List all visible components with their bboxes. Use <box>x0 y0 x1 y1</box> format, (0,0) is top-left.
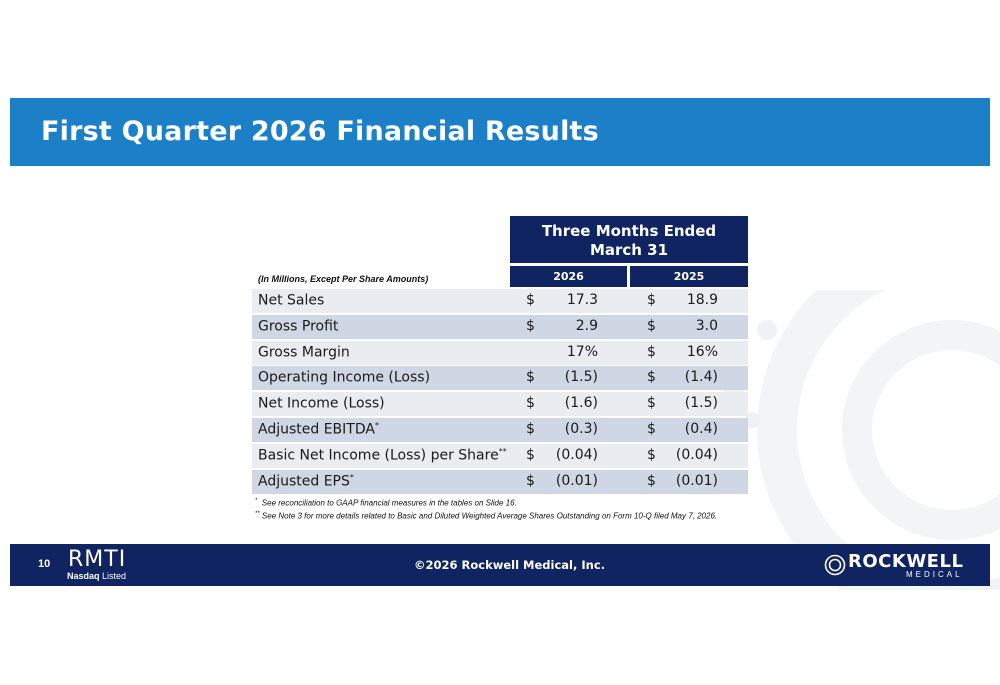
row-label-text: Gross Profit <box>258 318 339 335</box>
currency-2025: $ <box>647 317 656 334</box>
currency-2025: $ <box>647 395 656 412</box>
header-line-1: Three Months Ended <box>541 222 717 240</box>
currency-2026: $ <box>526 369 535 386</box>
value-2026: (1.6) <box>564 395 598 412</box>
row-label: Adjusted EBITDA* <box>258 421 379 438</box>
value-2026: (0.01) <box>555 472 598 489</box>
currency-2025: $ <box>647 420 656 437</box>
currency-2025: $ <box>647 446 656 463</box>
logo-wordmark: ROCKWELL <box>848 551 964 572</box>
footer-bar: 10 RMTI Nasdaq Listed ©2026 Rockwell Med… <box>10 544 990 586</box>
value-2026: 17.3 <box>566 292 598 308</box>
table-row: Basic Net Income (Loss) per Share** $ (0.0… <box>252 443 748 468</box>
table-row: Net Sales $17.3 $18.9 <box>252 289 748 313</box>
footnote-2-text: See Note 3 for more details related to B… <box>261 511 718 521</box>
copyright: ©2026 Rockwell Medical, Inc. <box>414 558 606 572</box>
currency-2026: $ <box>526 292 535 308</box>
row-label: Gross Margin <box>258 344 350 361</box>
value-2026: (0.3) <box>564 420 598 437</box>
footnote-2-mark: ** <box>255 511 260 517</box>
currency-2025: $ <box>647 343 656 360</box>
exchange-name: Nasdaq <box>67 571 100 581</box>
table-row: Operating Income (Loss) $ (1.5) $ (1.4) <box>252 366 748 391</box>
currency-2026: $ <box>526 317 535 334</box>
table-row: Adjusted EBITDA* $ (0.3) $ (0.4) <box>252 417 748 442</box>
listed-label: Listed <box>102 571 127 581</box>
row-label-text: Gross Margin <box>258 344 350 361</box>
header-line-2: March 31 <box>589 241 669 259</box>
row-label-footnote-mark: * <box>349 472 354 482</box>
financial-table: Net Sales $17.3 $18.9 Gross Profit $2.9 $3.0 G… <box>252 289 748 495</box>
value-2026: 17% <box>566 343 598 360</box>
value-2025: 16% <box>686 343 718 360</box>
title-bar: First Quarter 2026 Financial Results <box>10 98 990 166</box>
units-note: (In Millions, Except Per Share Amounts) <box>258 274 429 284</box>
footnote-2: ** See Note 3 for more details related t… <box>255 511 717 521</box>
currency-2025: $ <box>647 369 656 386</box>
column-header-2025: 2025 <box>630 266 748 287</box>
table-row: Gross Profit $2.9 $3.0 <box>252 314 748 339</box>
ticker-symbol: RMTI <box>68 547 127 572</box>
row-label-text: Net Sales <box>258 292 325 309</box>
footnote-1-text: See reconciliation to GAAP financial mea… <box>261 498 517 508</box>
value-2025: (0.04) <box>675 446 718 463</box>
row-label-text: Basic Net Income (Loss) per Share <box>258 447 499 464</box>
table-row: Gross Margin 17% $16% <box>252 340 748 365</box>
row-label-text: Operating Income (Loss) <box>258 370 431 387</box>
slide-title: First Quarter 2026 Financial Results <box>41 116 599 147</box>
footnote-1-mark: * <box>255 498 258 504</box>
row-label: Operating Income (Loss) <box>258 369 430 386</box>
value-2026: (1.5) <box>564 369 598 386</box>
row-label-text: Adjusted EPS <box>258 473 350 490</box>
currency-2026: $ <box>526 420 535 437</box>
row-label-footnote-mark: ** <box>498 446 507 456</box>
table-row: Adjusted EPS* $ (0.01) $ (0.01) <box>252 469 748 494</box>
row-label-text: Adjusted EBITDA <box>258 421 375 438</box>
logo-subtitle: MEDICAL <box>906 570 963 579</box>
column-header-2026: 2026 <box>510 266 627 287</box>
value-2025: (0.01) <box>675 472 718 489</box>
value-2026: (0.04) <box>555 446 598 463</box>
exchange-listing: Nasdaq Listed <box>67 571 126 581</box>
currency-2026: $ <box>526 472 535 489</box>
row-label: Basic Net Income (Loss) per Share** <box>258 447 507 464</box>
row-label: Net Sales <box>258 292 324 309</box>
footnote-1: * See reconciliation to GAAP financial m… <box>255 498 517 508</box>
table-row: Net Income (Loss) $ (1.6) $ (1.5) <box>252 392 748 417</box>
row-label-text: Net Income (Loss) <box>258 395 385 412</box>
currency-2025: $ <box>647 472 656 489</box>
currency-2025: $ <box>647 292 656 308</box>
value-2026: 2.9 <box>575 317 598 334</box>
row-label: Net Income (Loss) <box>258 395 385 412</box>
value-2025: (1.5) <box>684 395 718 412</box>
row-label: Gross Profit <box>258 318 339 335</box>
value-2025: (0.4) <box>684 420 718 437</box>
table-header-period: Three Months Ended March 31 <box>510 216 748 263</box>
currency-2026: $ <box>526 395 535 412</box>
rockwell-logo-icon <box>824 554 846 576</box>
row-label-footnote-mark: * <box>374 420 379 430</box>
page-number: 10 <box>38 558 51 570</box>
row-label: Adjusted EPS* <box>258 473 354 490</box>
currency-2026: $ <box>526 446 535 463</box>
value-2025: (1.4) <box>684 369 718 386</box>
value-2025: 18.9 <box>686 292 718 308</box>
value-2025: 3.0 <box>695 317 718 334</box>
